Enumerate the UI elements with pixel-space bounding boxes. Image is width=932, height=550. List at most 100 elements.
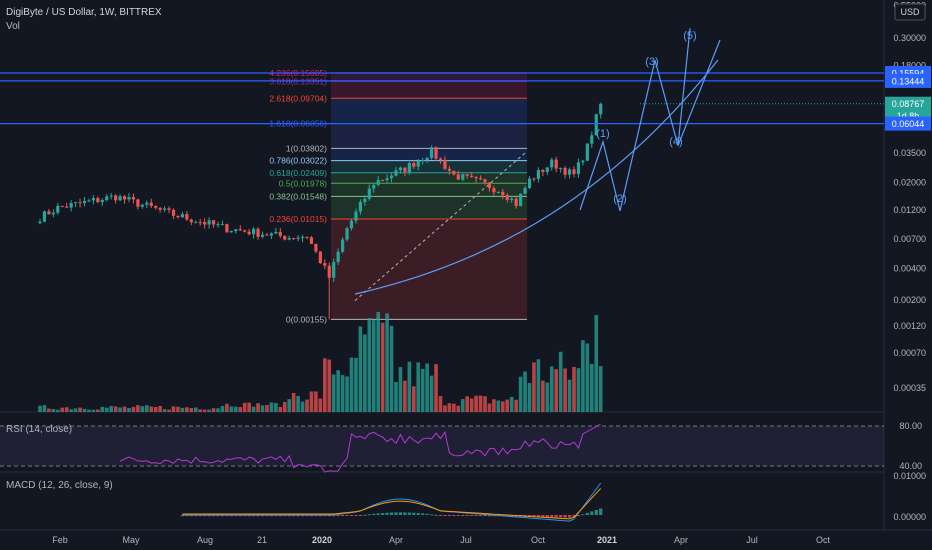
volume-bar (492, 399, 496, 412)
fib-band (331, 183, 527, 197)
candle-body (416, 160, 420, 167)
price-tick-label: 0.01200 (893, 205, 926, 215)
signal-line (182, 488, 602, 520)
volume-bar (567, 379, 572, 412)
volume-bar (429, 375, 434, 412)
volume-bar (269, 402, 274, 412)
time-tick-label: Oct (816, 535, 831, 545)
macd-histogram-bar (363, 514, 367, 516)
candle-body (243, 230, 247, 232)
candle-body (576, 162, 581, 175)
volume-bar (367, 317, 372, 412)
fib-band (331, 160, 527, 173)
price-axis: 0.550000.300000.180000.060000.035000.020… (885, 1, 931, 522)
time-tick-label: Aug (197, 535, 213, 545)
volume-bar (412, 386, 416, 412)
macd-histogram-bar (358, 515, 362, 516)
candle-body (483, 179, 487, 183)
symbol-title[interactable]: DigiByte / US Dollar, 1W, BITTREX (6, 7, 162, 18)
volume-bar (247, 402, 251, 412)
price-tick-label: 0.00700 (893, 234, 926, 244)
macd-tick-label: 0.00000 (893, 512, 926, 522)
volume-bar (541, 380, 545, 412)
elliott-wave-label: (1) (596, 128, 609, 140)
candle-body (394, 170, 398, 176)
volume-bar (323, 358, 327, 412)
volume-bar (514, 399, 518, 412)
candle-body (456, 174, 460, 180)
volume-bar (189, 408, 194, 412)
wave5-projection (677, 39, 721, 146)
macd-histogram-bar (487, 515, 492, 517)
fib-level-label: 0(0.00155) (286, 314, 327, 324)
fib-band (331, 81, 527, 99)
volume-bar (131, 406, 136, 412)
macd-histogram-bar (434, 514, 438, 516)
macd-histogram-bar (189, 515, 193, 517)
candle-body (91, 198, 95, 201)
volume-bar (87, 409, 91, 412)
candle-body (527, 178, 532, 189)
volume-bar (456, 405, 461, 412)
candle-body (407, 163, 411, 173)
volume-bar (136, 405, 140, 412)
candle-body (96, 198, 100, 203)
macd-histogram-bar (225, 515, 229, 517)
volume-bar (345, 376, 349, 412)
macd-histogram-bar (318, 515, 322, 517)
fib-level-label: 0.786(0.03022) (269, 156, 327, 166)
macd-label[interactable]: MACD (12, 26, close, 9) (6, 480, 113, 491)
volume-bar (478, 395, 483, 412)
volume-bar (100, 406, 105, 412)
candle-body (300, 236, 305, 238)
rsi-label[interactable]: RSI (14, close) (6, 424, 73, 435)
macd-histogram-bar (456, 515, 460, 516)
fib-band (331, 148, 527, 161)
candle-body (274, 231, 278, 234)
candle-body (345, 228, 349, 240)
fib-level-label: 1(0.03802) (286, 143, 327, 153)
fib-level-label: 0.618(0.02409) (269, 168, 327, 178)
volume-bar (523, 371, 527, 412)
macd-histogram-bar (354, 515, 358, 516)
volume-bar (300, 401, 305, 412)
volume-bar (340, 375, 345, 412)
volume-bar (238, 406, 243, 412)
candle-body (349, 220, 354, 229)
macd-histogram-bar (430, 514, 434, 516)
fib-level-label: 0.236(0.01015) (269, 214, 327, 224)
macd-histogram-bar (256, 515, 260, 517)
volume-bar (291, 393, 296, 412)
candle-body (599, 103, 603, 115)
candle-body (309, 237, 314, 244)
macd-histogram-bar (563, 515, 567, 518)
candle-body (180, 214, 184, 218)
volume-bar (590, 363, 594, 412)
macd-histogram-bar (381, 513, 385, 515)
price-tick-label: 0.00200 (893, 295, 926, 305)
candle-body (87, 200, 91, 202)
volume-bar (585, 343, 590, 412)
time-tick-label: Oct (531, 535, 546, 545)
candle-body (421, 160, 425, 162)
fib-band (331, 72, 527, 82)
candle-body (572, 169, 576, 175)
volume-bar (389, 325, 394, 412)
fib-band (331, 98, 527, 124)
volume-label[interactable]: Vol (6, 21, 20, 32)
volume-bar (532, 362, 536, 412)
macd-histogram-bar (305, 515, 309, 517)
macd-histogram-bar (567, 515, 572, 518)
macd-histogram-bar (260, 515, 265, 517)
candle-body (461, 174, 465, 180)
candle-body (234, 229, 238, 232)
volume-bar (572, 366, 576, 412)
candle-body (265, 234, 269, 236)
fibonacci-extension: 4.236(0.15605)3.618(0.13351)2.618(0.0970… (269, 68, 528, 324)
macd-histogram-bar (416, 513, 420, 515)
candle-body (550, 159, 554, 168)
price-badge: 0.08767 (892, 99, 925, 109)
fib-band (331, 196, 527, 219)
macd-histogram-bar (554, 515, 558, 518)
